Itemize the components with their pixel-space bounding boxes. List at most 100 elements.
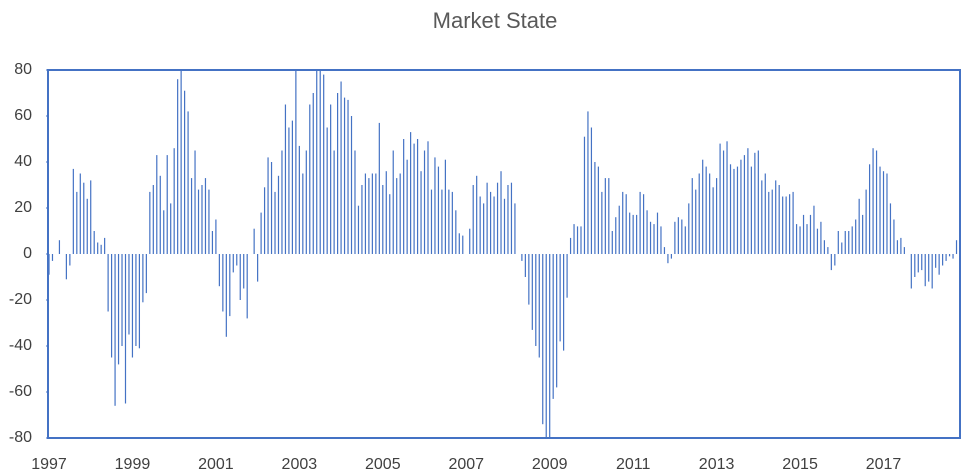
bar	[771, 189, 773, 254]
bar	[667, 254, 669, 264]
bar	[371, 173, 373, 254]
bar	[434, 157, 436, 254]
bar	[830, 254, 832, 271]
bar	[170, 203, 172, 254]
bar	[754, 152, 756, 254]
bar	[312, 93, 314, 254]
y-tick-label: 0	[23, 245, 32, 262]
bar	[792, 191, 794, 254]
bar	[500, 171, 502, 254]
bar	[868, 164, 871, 254]
bar	[274, 191, 276, 254]
bar	[538, 254, 540, 358]
bar	[190, 178, 193, 254]
bar	[361, 185, 363, 254]
bar	[549, 254, 551, 438]
bar	[399, 173, 401, 254]
bar	[872, 148, 874, 254]
bar	[573, 224, 575, 254]
bar	[489, 191, 492, 254]
bar	[844, 231, 846, 254]
bar	[455, 210, 457, 254]
x-tick-label: 1999	[115, 456, 151, 473]
bar	[677, 217, 679, 254]
bar	[542, 254, 544, 425]
bar	[496, 182, 499, 254]
bar	[357, 205, 360, 254]
bar	[782, 196, 784, 254]
bar	[632, 214, 634, 254]
bar	[437, 166, 440, 254]
bar	[208, 189, 210, 254]
bar	[194, 150, 196, 254]
bar	[698, 173, 700, 254]
bar	[114, 254, 116, 406]
bar	[656, 212, 659, 254]
bar	[215, 219, 217, 254]
bar	[545, 254, 547, 438]
bar	[528, 254, 530, 305]
bar	[510, 182, 513, 254]
bar	[281, 150, 283, 254]
bar	[260, 212, 262, 254]
bar	[910, 254, 912, 289]
bar	[483, 203, 485, 254]
x-tick-label: 2017	[866, 456, 902, 473]
y-tick-label: 40	[14, 153, 32, 170]
bar	[142, 254, 144, 303]
bar	[410, 132, 412, 254]
bar	[90, 180, 92, 254]
bar	[736, 166, 739, 254]
bar	[608, 178, 610, 254]
bar	[691, 178, 693, 254]
bar	[392, 150, 394, 254]
bar	[243, 254, 245, 289]
bar	[660, 226, 662, 254]
bar	[896, 240, 899, 254]
bar	[138, 254, 141, 349]
bar	[291, 120, 293, 254]
bar	[110, 254, 113, 358]
bar	[834, 254, 836, 266]
bar	[733, 168, 735, 254]
bar	[799, 226, 801, 254]
bar	[58, 240, 61, 254]
bar	[319, 70, 321, 254]
bar	[722, 150, 725, 254]
bar	[837, 231, 839, 254]
bar	[924, 254, 926, 287]
bar	[65, 254, 67, 280]
bar	[928, 254, 930, 282]
bar	[653, 224, 655, 254]
bar	[51, 254, 54, 261]
bar	[712, 187, 714, 254]
bar	[128, 254, 130, 335]
bar	[79, 173, 81, 254]
bar	[420, 171, 422, 254]
bar	[257, 254, 259, 282]
bar	[848, 231, 850, 254]
bar	[267, 157, 269, 254]
x-tick-label: 2011	[616, 456, 651, 473]
bar	[917, 254, 919, 273]
bar	[177, 79, 179, 254]
bar	[535, 254, 537, 346]
bar	[121, 254, 123, 346]
bar	[323, 74, 325, 254]
bar	[340, 81, 342, 254]
bar	[709, 173, 711, 254]
bar	[493, 196, 495, 254]
bar	[166, 155, 168, 254]
chart-title: Market State	[433, 8, 558, 33]
bar	[149, 191, 151, 254]
bar	[197, 189, 200, 254]
bar	[354, 150, 356, 254]
bar	[302, 173, 304, 254]
bar	[778, 185, 780, 254]
bar	[430, 189, 433, 254]
bar	[124, 254, 127, 404]
bar	[604, 178, 606, 254]
bar	[688, 203, 690, 254]
bar	[263, 187, 266, 254]
bar	[740, 159, 742, 254]
